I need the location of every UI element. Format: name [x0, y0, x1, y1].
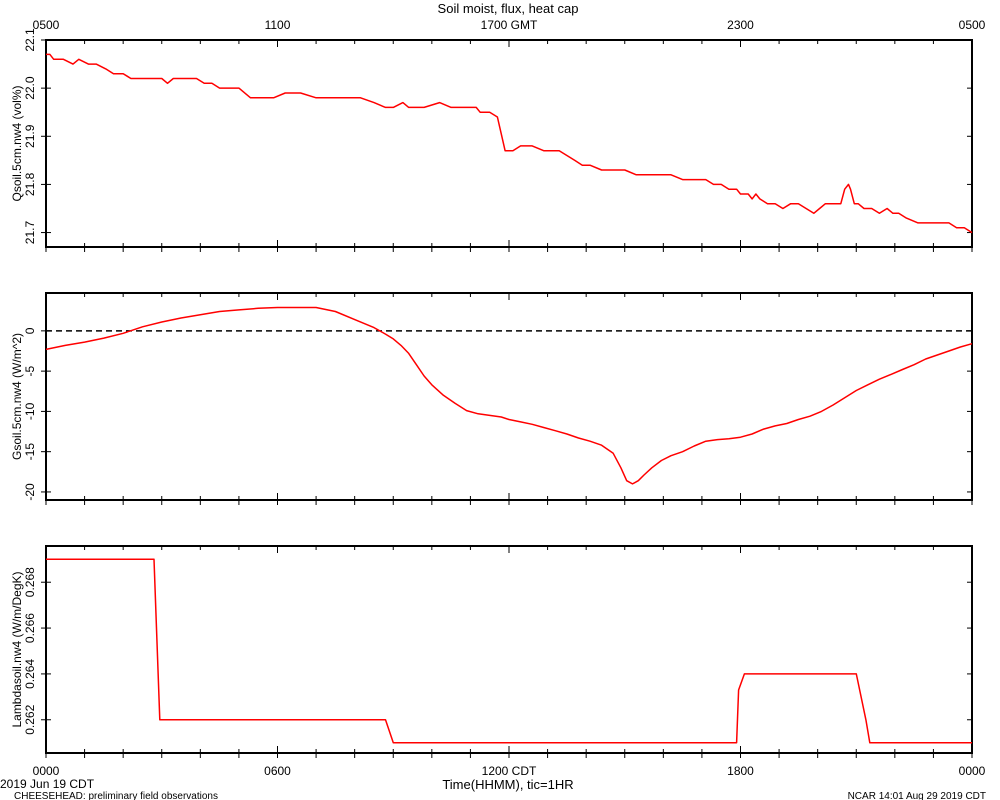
panel-2-series-line: [45, 306, 973, 485]
panel-1-ytick-label: 22.1: [23, 28, 37, 52]
bottom-axis-tick-label: 0600: [264, 764, 291, 778]
panel-1-series-line: [46, 53, 973, 234]
top-axis-tick-label: 2300: [727, 18, 754, 32]
footer-right: NCAR 14:01 Aug 29 2019 CDT: [848, 791, 986, 800]
panel-1-frame: [45, 39, 973, 248]
panel-2-ytick-label: -20: [23, 483, 37, 501]
x-axis-label: Time(HHMM), tic=1HR: [442, 777, 573, 792]
date-label: 2019 Jun 19 CDT: [0, 777, 95, 791]
panel-3-ytick-label: 0.264: [23, 659, 37, 689]
panel-2-ytick-label: 0: [23, 327, 37, 334]
panel-2-ytick-label: -5: [23, 365, 37, 376]
top-axis-tick-label: 0500: [959, 18, 986, 32]
top-axis-tick-label: 1700 GMT: [481, 18, 538, 32]
panel-3-series-line: [46, 558, 972, 744]
panel-3-ytick-label: 0.262: [23, 704, 37, 734]
panel-2-ytick-label: -15: [23, 443, 37, 461]
bottom-axis-tick-label: 0000: [33, 764, 60, 778]
top-axis-tick-label: 0500: [33, 18, 60, 32]
panel-1-ytick-label: 21.9: [23, 124, 37, 148]
bottom-axis-tick-label: 1200 CDT: [482, 764, 537, 778]
bottom-axis-tick-label: 1800: [727, 764, 754, 778]
panel-1-ytick-label: 21.7: [23, 221, 37, 245]
panel-2-y-axis-label: Gsoil.5cm.nw4 (W/m^2): [10, 333, 24, 460]
footer-left: CHEESEHEAD: preliminary field observatio…: [14, 791, 218, 800]
panels-group: 21.7 21.8 21.9 22.0 22.1 Qsoil.5cm.nw4 (vol%)…: [10, 18, 986, 778]
panel-2-ytick-label: -10: [23, 402, 37, 420]
panel-3-y-axis-label: Lambdasoil.nw4 (W/m/DegK): [10, 571, 24, 727]
panel-3-ytick-label: 0.266: [23, 613, 37, 643]
top-axis-tick-label: 1100: [265, 18, 291, 32]
panel-1-ytick-label: 22.0: [23, 76, 37, 100]
panel-1-y-axis-label: Qsoil.5cm.nw4 (vol%): [10, 85, 24, 201]
bottom-axis-tick-label: 0000: [959, 764, 986, 778]
panel-3-ytick-label: 0.268: [23, 567, 37, 597]
panel-2-frame: [45, 292, 973, 501]
panel-1-ytick-label: 21.8: [23, 172, 37, 196]
panel-3-frame: [45, 545, 973, 754]
chart-title: Soil moist, flux, heat cap: [438, 1, 579, 16]
